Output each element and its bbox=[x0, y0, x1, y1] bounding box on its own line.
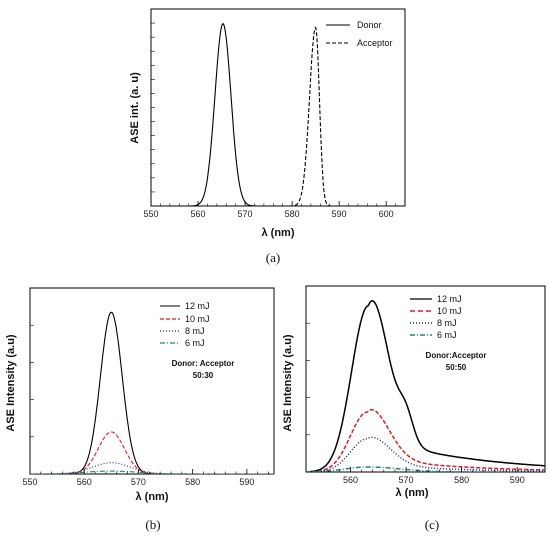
x-tick-label: 580 bbox=[454, 475, 469, 485]
x-tick-label: 560 bbox=[343, 475, 358, 485]
annotation-line2-c: 50:50 bbox=[446, 363, 467, 372]
plot-frame-c bbox=[305, 285, 546, 473]
x-tick-label: 580 bbox=[285, 209, 300, 219]
x-tick-label: 590 bbox=[510, 475, 525, 485]
x-tick-label: 570 bbox=[131, 477, 146, 487]
y-axis-title-b: ASE Intensity (a.u) bbox=[5, 334, 17, 432]
panel-label-a: (a) bbox=[266, 250, 280, 265]
y-axis-title-a: ASE int. (a. u) bbox=[129, 72, 141, 144]
series-line-10-mj bbox=[30, 431, 274, 474]
panel-c: 560 570 580 590 λ (nm) ASE Intensity (a.u) … bbox=[282, 285, 546, 532]
panel-b: 550 560 570 580 590 λ (nm) ASE Intensity (a.… bbox=[5, 287, 275, 532]
y-ticks-c bbox=[306, 322, 310, 436]
x-axis-title-c: λ (nm) bbox=[396, 487, 429, 499]
legend-label-10mj-b: 10 mJ bbox=[185, 314, 210, 324]
plot-frame-b bbox=[29, 287, 275, 475]
series-line-8-mj bbox=[306, 436, 545, 472]
annotation-line1-b: Donor: Acceptor bbox=[172, 359, 235, 368]
legend-label-8mj-c: 8 mJ bbox=[437, 318, 457, 328]
legend-b: 12 mJ 10 mJ 8 mJ 6 mJ bbox=[160, 301, 210, 348]
legend-label-12mj-b: 12 mJ bbox=[185, 301, 210, 311]
x-ticks-b: 550 560 570 580 590 bbox=[22, 469, 269, 487]
legend-label-6mj-c: 6 mJ bbox=[437, 330, 457, 340]
y-ticks-a bbox=[151, 22, 155, 193]
x-tick-label: 560 bbox=[77, 477, 92, 487]
legend-label-acceptor: Acceptor bbox=[357, 38, 393, 48]
x-tick-label: 590 bbox=[239, 477, 254, 487]
series-line-12-mj bbox=[306, 300, 545, 472]
x-tick-label: 560 bbox=[191, 209, 206, 219]
series-line-10-mj bbox=[306, 409, 545, 472]
legend-label-donor: Donor bbox=[357, 20, 382, 30]
x-ticks-a: 550 560 570 580 590 600 bbox=[143, 201, 406, 219]
annotation-line2-b: 50:30 bbox=[193, 371, 214, 380]
x-ticks-c: 560 570 580 590 bbox=[305, 467, 540, 485]
x-axis-title-b: λ (nm) bbox=[136, 491, 169, 503]
series-line-8-mj bbox=[30, 462, 274, 474]
legend-a: Donor Acceptor bbox=[326, 20, 393, 48]
series-line-donor bbox=[151, 23, 405, 206]
series-lines-a bbox=[151, 23, 405, 206]
legend-label-8mj-b: 8 mJ bbox=[185, 326, 205, 336]
series-line-12-mj bbox=[30, 311, 274, 474]
x-tick-label: 580 bbox=[185, 477, 200, 487]
legend-c: 12 mJ 10 mJ 8 mJ 6 mJ bbox=[410, 294, 462, 340]
annotation-line1-c: Donor:Acceptor bbox=[426, 351, 487, 360]
legend-label-6mj-b: 6 mJ bbox=[185, 338, 205, 348]
series-line-6-mj bbox=[306, 466, 545, 472]
series-line-acceptor bbox=[151, 26, 405, 206]
panel-label-b: (b) bbox=[145, 517, 160, 532]
series-lines-b bbox=[30, 311, 274, 474]
y-axis-title-c: ASE Intensity (a.u) bbox=[282, 334, 294, 432]
legend-label-10mj-c: 10 mJ bbox=[437, 306, 462, 316]
x-axis-title-a: λ (nm) bbox=[262, 227, 295, 239]
x-tick-label: 570 bbox=[399, 475, 414, 485]
x-tick-label: 550 bbox=[22, 477, 37, 487]
panel-label-c: (c) bbox=[425, 517, 439, 532]
x-tick-label: 570 bbox=[238, 209, 253, 219]
series-lines-c bbox=[306, 300, 545, 472]
x-tick-label: 550 bbox=[143, 209, 158, 219]
legend-label-12mj-c: 12 mJ bbox=[437, 294, 462, 304]
panel-a: 550 560 570 580 590 600 λ (nm) ASE int. (a. u… bbox=[129, 8, 406, 265]
x-tick-label: 590 bbox=[332, 209, 347, 219]
y-ticks-b bbox=[30, 324, 34, 438]
x-tick-label: 600 bbox=[379, 209, 394, 219]
series-line-6-mj bbox=[30, 470, 274, 474]
